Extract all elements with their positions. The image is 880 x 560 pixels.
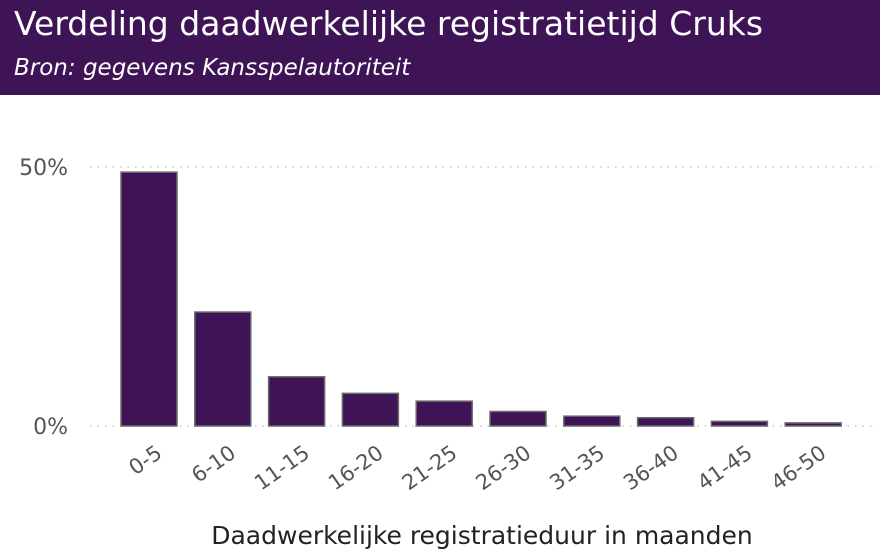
x-tick-label: 36-40 — [619, 440, 683, 495]
bar-0-5 — [120, 171, 178, 427]
x-tick-label: 11-15 — [250, 440, 314, 495]
bar-41-45 — [710, 420, 769, 427]
chart-title: Verdeling daadwerkelijke registratietijd… — [14, 4, 764, 43]
bar-31-35 — [563, 415, 621, 427]
x-tick-label: 46-50 — [767, 440, 831, 495]
chart-subtitle: Bron: gegevens Kansspelautoriteit — [14, 55, 411, 81]
header-banner: Verdeling daadwerkelijke registratietijd… — [0, 0, 880, 95]
x-tick-label: 31-35 — [545, 440, 609, 495]
bars — [120, 171, 842, 427]
bar-6-10 — [194, 311, 252, 427]
y-tick-label: 0% — [33, 415, 68, 440]
x-tick-label: 21-25 — [398, 440, 462, 495]
x-tick-label: 26-30 — [472, 440, 536, 495]
y-axis-ticks: 0% 50% — [19, 156, 68, 440]
bar-36-40 — [636, 416, 695, 427]
x-tick-label: 16-20 — [324, 440, 388, 495]
bar-16-20 — [341, 392, 400, 427]
x-tick-label: 41-45 — [693, 440, 757, 495]
bar-46-50 — [784, 422, 842, 427]
y-tick-label: 50% — [19, 156, 68, 181]
x-tick-label: 0-5 — [124, 440, 166, 479]
x-tick-label: 6-10 — [187, 440, 240, 487]
x-axis-label: Daadwerkelijke registratieduur in maande… — [211, 521, 753, 550]
bar-21-25 — [415, 400, 473, 427]
bar-11-15 — [267, 376, 326, 427]
x-axis-ticks: 0-5 6-10 11-15 16-20 21-25 26-30 31-35 36-40 41-… — [124, 440, 830, 495]
bar-26-30 — [489, 410, 547, 427]
